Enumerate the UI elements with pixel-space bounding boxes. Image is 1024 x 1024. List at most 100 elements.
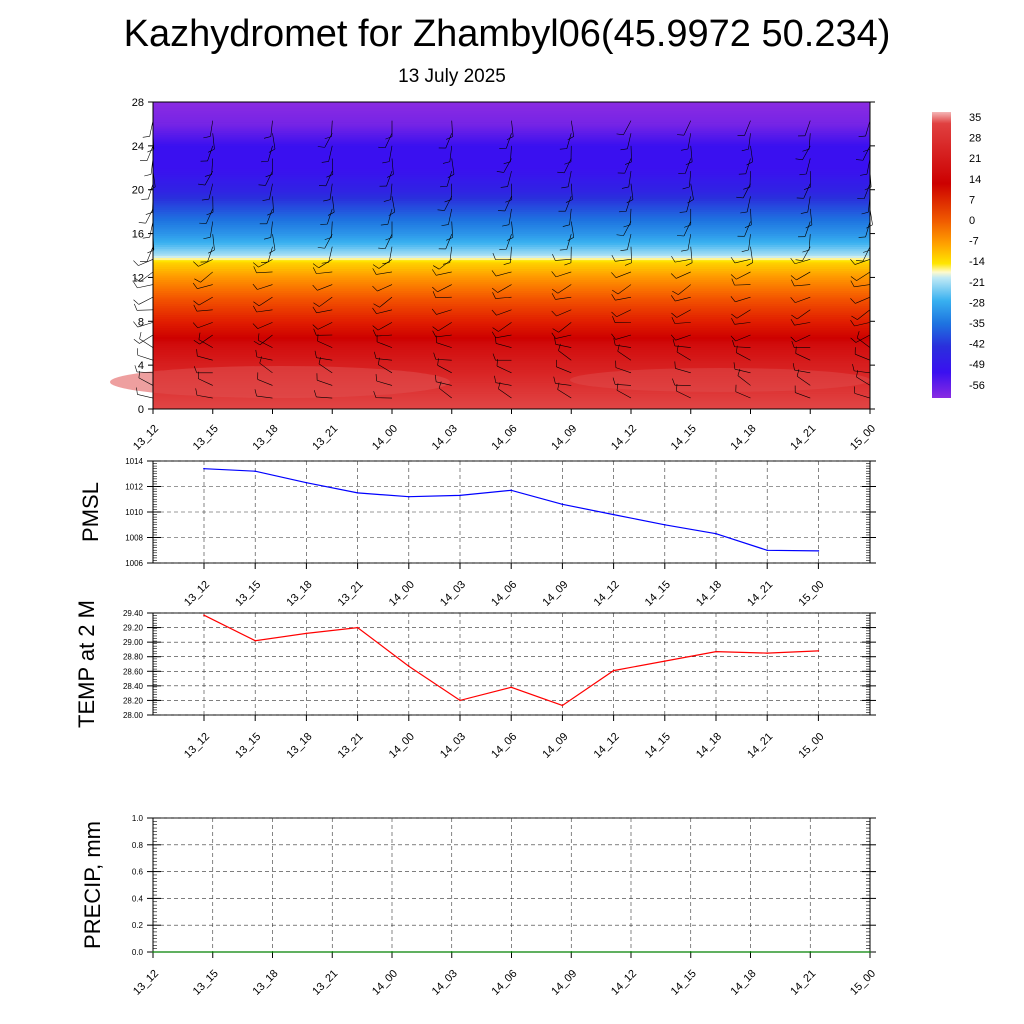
wind-barb-flag: [670, 273, 677, 279]
wind-barb: [207, 246, 214, 262]
wind-barb-flag: [385, 136, 393, 140]
y-tick-label: 0.0: [132, 948, 144, 957]
wind-barb: [856, 376, 871, 386]
y-tick-label: 1006: [125, 559, 143, 568]
data-point: [459, 494, 461, 497]
colorbar-label: -35: [969, 318, 985, 330]
wind-barb: [866, 158, 871, 175]
wind-barb: [690, 145, 693, 162]
wind-barb-flag: [800, 211, 808, 214]
wind-barb: [674, 345, 691, 348]
wind-barb: [567, 171, 572, 187]
wind-barb-flag: [671, 255, 676, 263]
wind-barb-flag: [741, 148, 749, 152]
wind-barb: [803, 183, 811, 199]
wind-barb-flag: [743, 186, 751, 190]
wind-barb: [137, 394, 154, 399]
wind-barb-flag: [372, 307, 377, 314]
x-tick-label: 14_18: [729, 968, 759, 998]
heatmap-band: [153, 244, 870, 248]
wind-barb: [511, 221, 514, 238]
wind-barb-flag: [192, 282, 198, 289]
wind-barb: [794, 259, 811, 265]
wind-barb: [198, 339, 213, 348]
heatmap-band: [153, 290, 870, 294]
wind-barb: [862, 145, 871, 161]
wind-barb-flag: [321, 161, 329, 163]
heatmap-band: [153, 373, 870, 377]
wind-barb-flag: [496, 171, 504, 173]
y-tick-label: 0.2: [132, 921, 144, 930]
wind-barb: [806, 158, 811, 175]
wind-barb-flag: [326, 174, 333, 178]
wind-barb: [498, 322, 512, 332]
data-point: [408, 495, 410, 498]
wind-barb: [199, 334, 213, 345]
x-tick-label: 14_03: [438, 579, 468, 609]
wind-barb-flag: [196, 349, 198, 357]
colorbar-label: -49: [969, 359, 985, 371]
wind-barb: [270, 221, 273, 238]
wind-barb: [676, 351, 691, 361]
heatmap-band: [153, 141, 870, 144]
wind-barb: [690, 246, 693, 263]
heatmap-band: [153, 327, 870, 331]
wind-barb-flag: [863, 249, 870, 253]
heatmap-band: [153, 404, 870, 408]
wind-barb-flag: [432, 326, 439, 332]
x-tick-label: 13_21: [310, 968, 340, 998]
x-tick-label: 15_00: [796, 579, 826, 609]
data-point: [510, 686, 512, 689]
wind-barb: [855, 296, 871, 304]
wind-barb-flag: [557, 171, 565, 174]
x-tick-label: 14_12: [592, 731, 622, 761]
wind-barb: [445, 133, 453, 149]
wind-barb: [139, 334, 154, 344]
wind-barb-flag: [803, 186, 811, 190]
wind-barb: [318, 259, 333, 269]
wind-barb: [748, 234, 751, 251]
y-axis-title: TEMP at 2 M: [74, 600, 99, 728]
wind-barb: [735, 391, 751, 399]
heatmap-band: [153, 285, 870, 289]
wind-barb: [256, 271, 273, 274]
wind-barb: [683, 221, 692, 237]
x-tick-label: 13_18: [251, 423, 281, 453]
heatmap-band: [153, 362, 870, 366]
y-tick-label: 0: [138, 404, 144, 416]
wind-barb: [331, 221, 333, 238]
y-tick-label: 0.4: [132, 894, 144, 903]
heatmap-band: [153, 224, 870, 228]
wind-barb: [450, 183, 453, 200]
wind-barb: [259, 334, 273, 346]
wind-barb: [795, 296, 811, 303]
data-point: [817, 650, 820, 652]
wind-barb: [796, 309, 811, 320]
wind-barb: [736, 309, 751, 319]
wind-barb-flag: [500, 186, 508, 188]
wind-barb: [209, 221, 214, 238]
y-tick-label: 28.20: [123, 696, 144, 705]
wind-barb: [809, 208, 813, 225]
heatmap-band: [153, 255, 870, 258]
wind-barb: [328, 145, 333, 162]
wind-barb-flag: [551, 332, 556, 339]
wind-barb: [555, 296, 572, 300]
wind-barb: [854, 284, 871, 288]
wind-barb-flag: [382, 161, 390, 164]
wind-barb: [736, 352, 751, 361]
wind-barb-flag: [383, 199, 391, 202]
wind-barb-flag: [446, 136, 453, 140]
wind-barb-flag: [681, 148, 689, 151]
wind-barb-flag: [850, 258, 856, 265]
data-point: [305, 481, 308, 484]
wind-barb: [854, 370, 871, 374]
wind-barb: [624, 158, 632, 174]
wind-barb: [266, 208, 273, 224]
wind-barb: [328, 246, 333, 263]
wind-barb-flag: [802, 249, 810, 253]
wind-barb-flag: [492, 327, 499, 332]
heatmap-band: [153, 342, 870, 346]
wind-barb-flag: [503, 262, 511, 265]
data-point: [689, 951, 692, 953]
